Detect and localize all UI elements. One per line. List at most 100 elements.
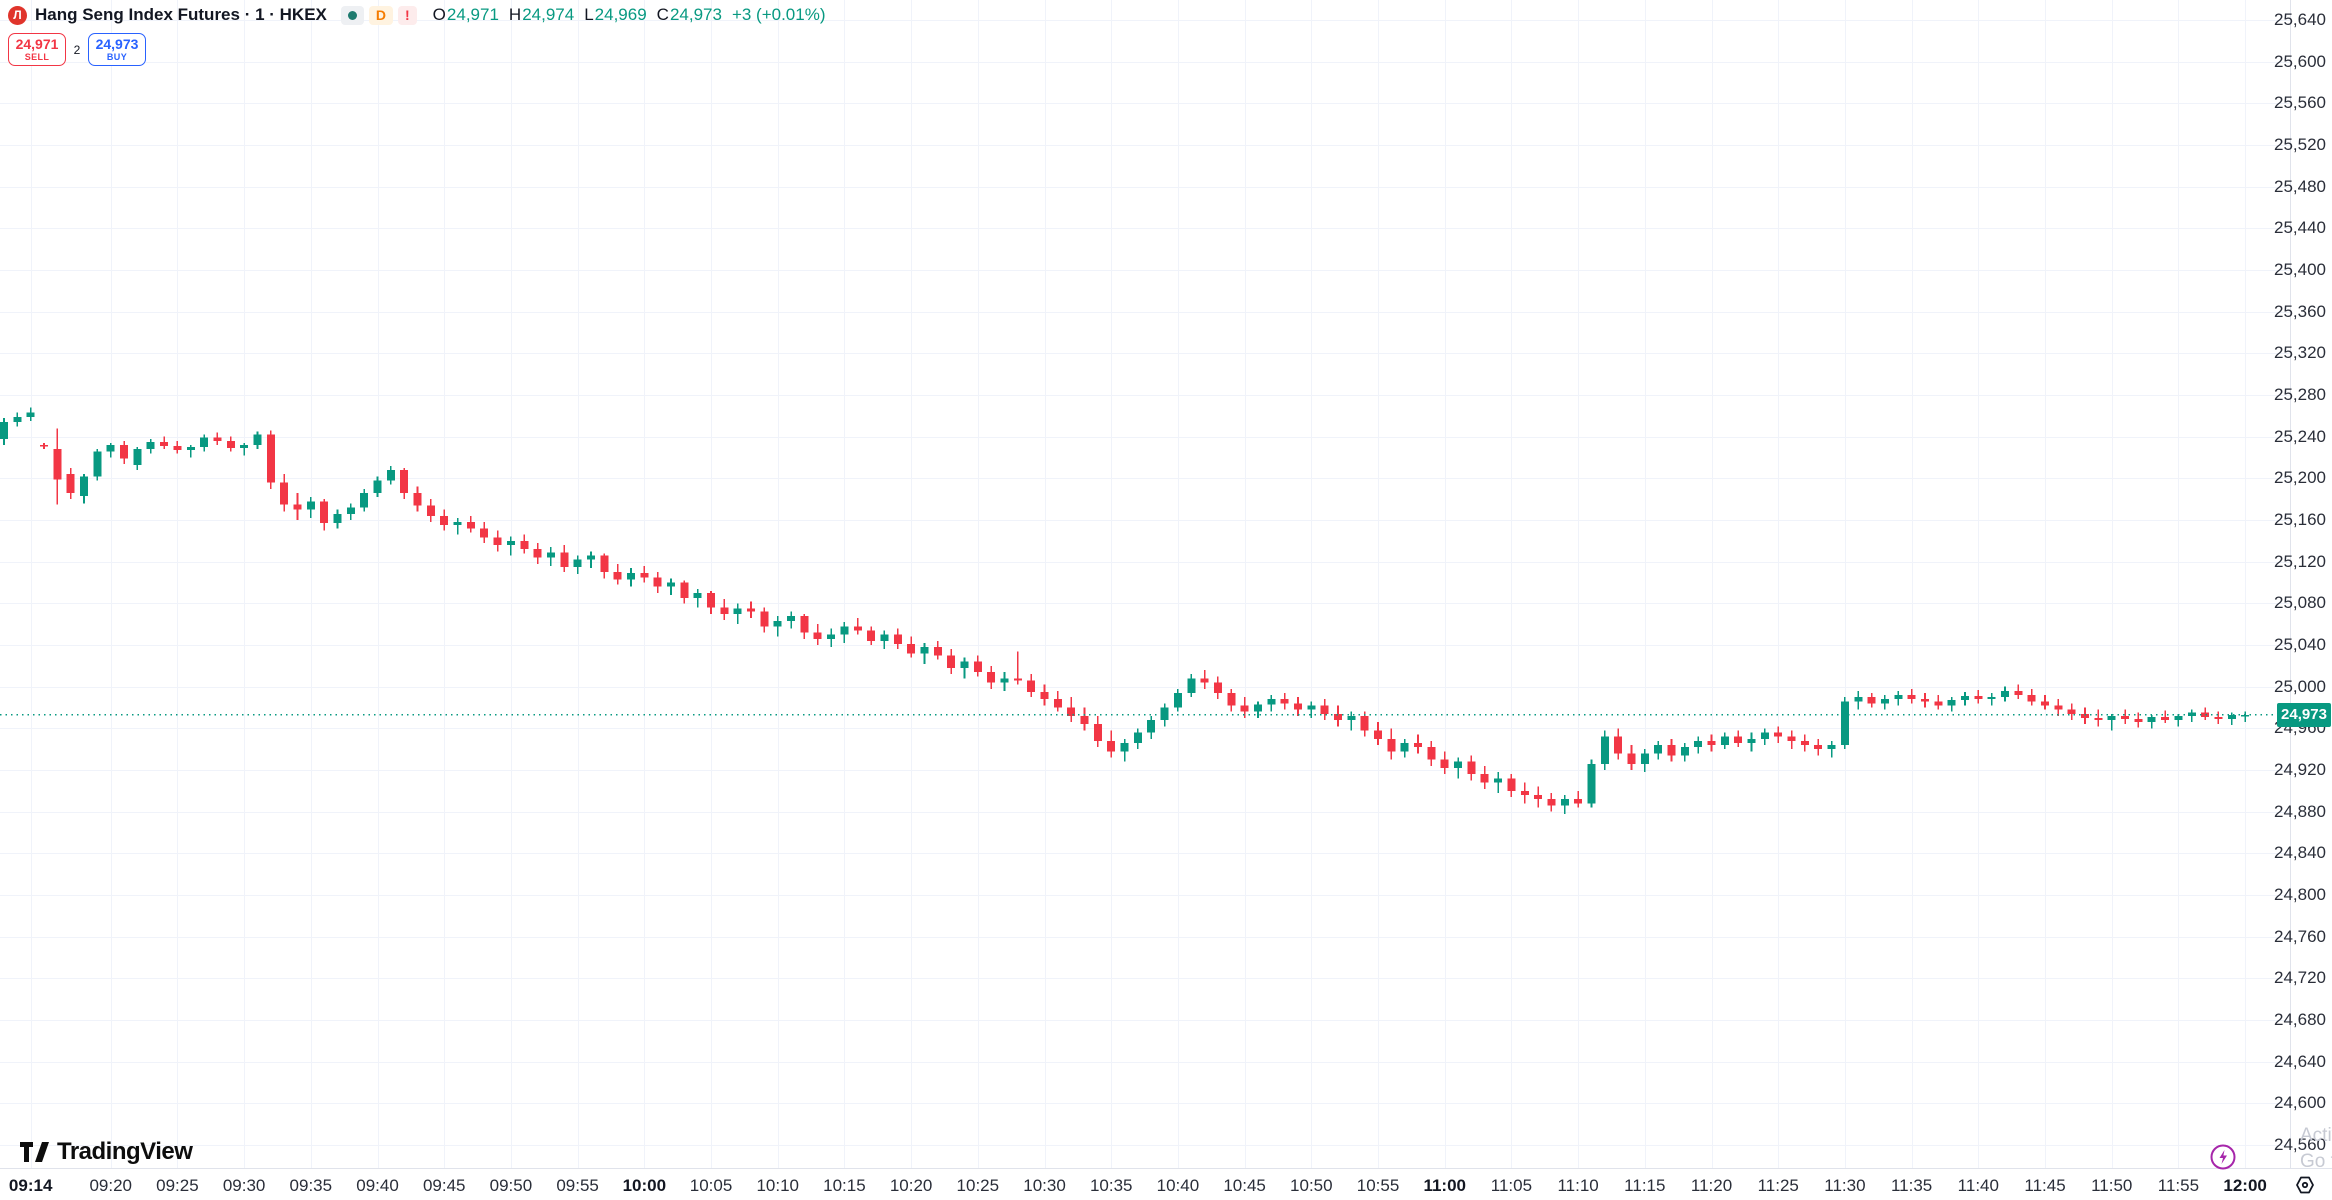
sell-price: 24,971 <box>15 36 59 52</box>
tradingview-mark-icon <box>20 1142 49 1162</box>
candle-body <box>2081 713 2090 718</box>
candle-body <box>667 582 675 587</box>
open-key: O <box>432 5 446 24</box>
symbol-logo-icon[interactable]: Л <box>8 5 27 25</box>
candle-body <box>2241 714 2250 717</box>
candle-body <box>2134 718 2143 723</box>
price-axis-label: 25,320 <box>2274 343 2326 363</box>
candle-body <box>360 492 369 508</box>
data-alert-chip[interactable]: ! <box>398 5 417 25</box>
price-axis-label: 25,640 <box>2274 10 2326 29</box>
candle-body <box>1240 705 1249 712</box>
candle-body <box>226 440 235 449</box>
candle-body <box>1587 763 1596 804</box>
time-axis-label: 10:00 <box>622 1176 667 1195</box>
candle-body <box>1147 720 1156 733</box>
price-axis-label: 24,600 <box>2274 1093 2326 1113</box>
candle-body <box>933 647 942 656</box>
candle-body <box>1547 799 1556 806</box>
candle-body <box>13 416 22 423</box>
price-axis-label: 25,400 <box>2274 260 2326 279</box>
candle-body <box>1960 696 1969 701</box>
data-delay-chip[interactable]: D <box>368 5 393 25</box>
timezone-settings-button[interactable] <box>2292 1172 2318 1198</box>
time-axis-label: 10:30 <box>1023 1176 1066 1195</box>
price-axis-label: 24,800 <box>2274 885 2326 905</box>
time-axis-label: 09:14 <box>8 1176 53 1195</box>
market-status-chip[interactable] <box>340 5 364 25</box>
time-axis-label: 09:50 <box>489 1176 533 1195</box>
candle-body <box>1454 761 1463 768</box>
market-open-dot-icon <box>347 10 357 20</box>
candle-body <box>333 513 342 524</box>
candlestick-chart-pane[interactable] <box>0 0 2290 1168</box>
quick-boost-button[interactable] <box>2209 1143 2237 1171</box>
time-axis-label: 09:20 <box>89 1176 132 1195</box>
time-axis-label: 10:15 <box>823 1176 866 1195</box>
candle-body <box>480 528 489 538</box>
buy-button[interactable]: 24,973 BUY <box>88 33 146 66</box>
sell-button[interactable]: 24,971 SELL <box>8 33 66 66</box>
tradingview-logo[interactable]: TradingView <box>20 1138 193 1166</box>
time-axis[interactable]: 09:14 09:20 09:25 09:30 09:35 09:40 09:45 09:50… <box>0 1169 2332 1200</box>
price-axis-label: 25,120 <box>2274 551 2326 571</box>
low-value: 24,969 <box>594 5 647 24</box>
candle-body <box>787 615 796 622</box>
candle-body <box>1494 778 1503 783</box>
candle-body <box>680 582 689 599</box>
price-axis-label: 25,360 <box>2274 301 2326 321</box>
candle-body <box>573 559 582 567</box>
candle-body <box>133 449 142 465</box>
candle-body <box>733 608 742 614</box>
time-axis-label: 10:05 <box>689 1176 733 1195</box>
candle-body <box>960 661 969 668</box>
candle-body <box>1067 707 1076 716</box>
candle-body <box>1400 742 1409 752</box>
candle-body <box>773 621 782 627</box>
candle-body <box>947 655 956 668</box>
candle-body <box>1293 703 1302 710</box>
candle-body <box>1374 730 1383 739</box>
candle-body <box>1080 715 1089 725</box>
price-axis-label: 24,840 <box>2274 843 2326 863</box>
candle-body <box>2174 715 2183 721</box>
price-axis-border <box>2290 0 2291 1168</box>
candle-body <box>693 592 702 599</box>
time-axis-label: 11:20 <box>1690 1176 1733 1195</box>
price-axis[interactable]: 25,640 25,600 25,560 25,520 25,480 25,440 25,4… <box>2274 0 2332 1168</box>
candle-body <box>1013 678 1022 681</box>
candle-body <box>1734 736 1743 743</box>
candle-body <box>800 615 809 633</box>
candle-body <box>253 434 262 446</box>
candle-body <box>146 441 155 450</box>
time-axis-label: 11:55 <box>2157 1176 2200 1195</box>
candle-body <box>827 634 836 639</box>
price-axis-label: 25,040 <box>2274 635 2326 655</box>
price-axis-label: 25,240 <box>2274 426 2326 446</box>
candle-body <box>1667 745 1676 756</box>
corner-fade-text-2: Go to S <box>2300 1151 2332 1172</box>
time-axis-label: 11:40 <box>1957 1176 1999 1195</box>
candle-body <box>1787 736 1796 741</box>
price-axis-label: 24,760 <box>2274 926 2326 946</box>
candle-body <box>506 540 515 546</box>
candle-body <box>386 470 395 481</box>
candle-body <box>346 507 355 514</box>
candle-body <box>1907 695 1916 700</box>
candle-body <box>1440 759 1449 768</box>
time-axis-label: 10:10 <box>756 1176 799 1195</box>
candle-body <box>2227 714 2236 719</box>
symbol-title[interactable]: Hang Seng Index Futures · 1 · HKEX <box>35 5 327 24</box>
candle-body <box>466 522 475 529</box>
candle-body <box>720 607 729 614</box>
candle-body <box>160 441 169 447</box>
candle-body <box>266 434 275 483</box>
corner-fade-text-1: Activa <box>2300 1125 2332 1146</box>
candle-body <box>1894 695 1903 700</box>
time-axis-label: 09:45 <box>422 1176 466 1195</box>
candle-body <box>880 634 889 641</box>
candle-body <box>2107 715 2116 721</box>
price-axis-label: 24,880 <box>2274 801 2326 821</box>
candle-body <box>840 626 849 635</box>
candle-body <box>1627 753 1636 764</box>
